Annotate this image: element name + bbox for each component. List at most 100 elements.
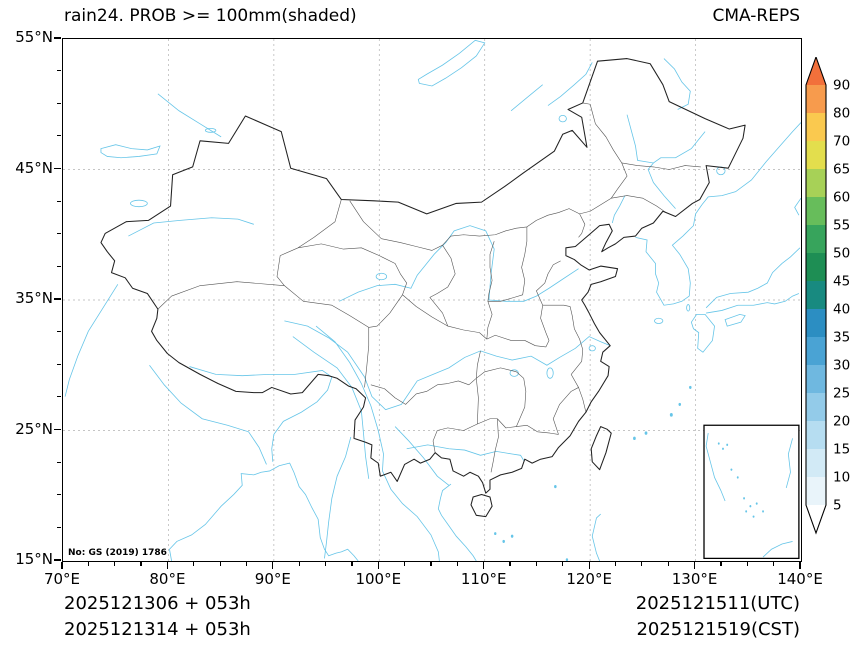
colorbar-label: 80	[833, 106, 850, 122]
map-license: No: GS (2019) 1786	[68, 548, 167, 558]
lon-tick	[324, 561, 327, 566]
lon-tick	[140, 561, 142, 566]
lon-tick	[641, 561, 643, 566]
lon-tick	[404, 561, 406, 566]
second-songhua-river	[648, 163, 675, 209]
colorbar-label: 55	[833, 218, 850, 234]
footer-valid-cst: 2025121519(CST)	[636, 619, 800, 640]
china-boundary	[101, 59, 745, 517]
colorbar-segment	[806, 85, 826, 113]
pearl-river	[407, 445, 524, 461]
taiwan-island	[591, 427, 611, 470]
lat-tick	[53, 37, 61, 39]
lat-tick	[53, 167, 61, 170]
colorbar-label: 10	[833, 470, 850, 486]
lon-label: 120°E	[566, 570, 612, 588]
colorbar-label: 50	[833, 246, 850, 262]
lon-tick	[483, 561, 485, 569]
korea-coast	[635, 205, 701, 305]
songhua-river	[627, 115, 705, 163]
colorbar-label: 5	[833, 498, 842, 514]
irtysh-river	[158, 94, 221, 137]
inset-island-dots	[717, 442, 764, 518]
colorbar-label: 15	[833, 442, 850, 458]
qinghai-lake	[376, 273, 387, 280]
map-frame: No: GS (2019) 1786	[62, 38, 802, 562]
lon-label: 70°E	[43, 570, 81, 588]
lon-label: 130°E	[671, 570, 718, 588]
onon-river	[511, 85, 543, 111]
colorbar-label: 60	[833, 190, 850, 206]
yellow-river	[339, 226, 578, 302]
inset-box	[704, 425, 799, 558]
lon-tick	[693, 561, 696, 569]
colorbar-bottom-arrow	[806, 505, 826, 533]
lon-tick	[746, 561, 748, 566]
province-boundaries	[158, 103, 701, 472]
lon-tick	[430, 561, 432, 566]
lon-tick	[87, 561, 89, 566]
colorbar-top-arrow	[806, 57, 826, 85]
amur-river	[664, 59, 690, 110]
lon-tick	[720, 561, 722, 566]
irrawaddy-river	[324, 437, 350, 558]
model-name: CMA-REPS	[712, 6, 800, 26]
colorbar-segment	[806, 477, 826, 505]
lat-tick	[56, 331, 61, 333]
lon-tick	[588, 561, 590, 569]
lat-label: 15°N	[15, 550, 53, 568]
lon-tick	[535, 561, 538, 566]
colorbar-segment	[806, 113, 826, 141]
lon-tick	[456, 561, 458, 566]
lat-tick	[56, 70, 61, 72]
dongting-lake	[510, 370, 518, 377]
colorbar-label: 90	[833, 78, 850, 94]
colorbar-label: 45	[833, 274, 850, 290]
colorbar-segment	[806, 225, 826, 253]
gridlines	[63, 39, 801, 561]
lon-tick	[667, 561, 669, 566]
tsushima-island	[687, 305, 690, 312]
lat-tick	[53, 298, 61, 300]
colorbar-segment	[806, 281, 826, 309]
colorbar-segment	[806, 169, 826, 197]
yangtze-river	[284, 321, 610, 410]
lake-baikal	[418, 40, 484, 86]
mekong-river	[316, 326, 439, 561]
lon-tick	[193, 561, 195, 566]
brahmaputra-river	[190, 367, 332, 462]
lon-label: 90°E	[254, 570, 291, 588]
ganges-river	[149, 365, 266, 464]
lat-tick	[56, 233, 61, 235]
argun-river	[548, 62, 592, 105]
colorbar-segment	[806, 337, 826, 365]
luzon-coast	[592, 514, 600, 561]
colorbar-segment	[806, 253, 826, 281]
colorbar-outline	[805, 57, 827, 535]
lon-tick	[272, 561, 274, 569]
rivers-lakes-foreign-coasts	[65, 40, 801, 561]
indus-river	[65, 284, 118, 396]
colorbar-label: 65	[833, 162, 850, 178]
lat-tick	[56, 396, 61, 398]
lat-tick	[56, 135, 61, 137]
china-map	[63, 39, 801, 561]
lon-label: 100°E	[355, 570, 402, 588]
lon-tick	[377, 561, 379, 569]
shikoku-island	[725, 314, 745, 326]
lat-label: 55°N	[15, 28, 53, 46]
colorbar-label: 20	[833, 414, 850, 430]
colorbar-label: 25	[833, 386, 850, 402]
hulun-lake	[559, 115, 566, 122]
russia-pacific-coast	[702, 123, 801, 205]
lat-label: 35°N	[15, 289, 53, 307]
lon-label: 80°E	[149, 570, 186, 588]
colorbar-label: 70	[833, 134, 850, 150]
lon-tick	[245, 561, 248, 566]
footer-init-utc: 2025121306 + 053h	[64, 593, 251, 614]
scs-inset	[704, 425, 799, 558]
colorbar-segment	[806, 197, 826, 225]
lake-zaysan	[205, 128, 216, 132]
colorbar: 90 80 70 65 60 55 50 45 40 35 30 25 20 15 10 5	[805, 57, 850, 535]
